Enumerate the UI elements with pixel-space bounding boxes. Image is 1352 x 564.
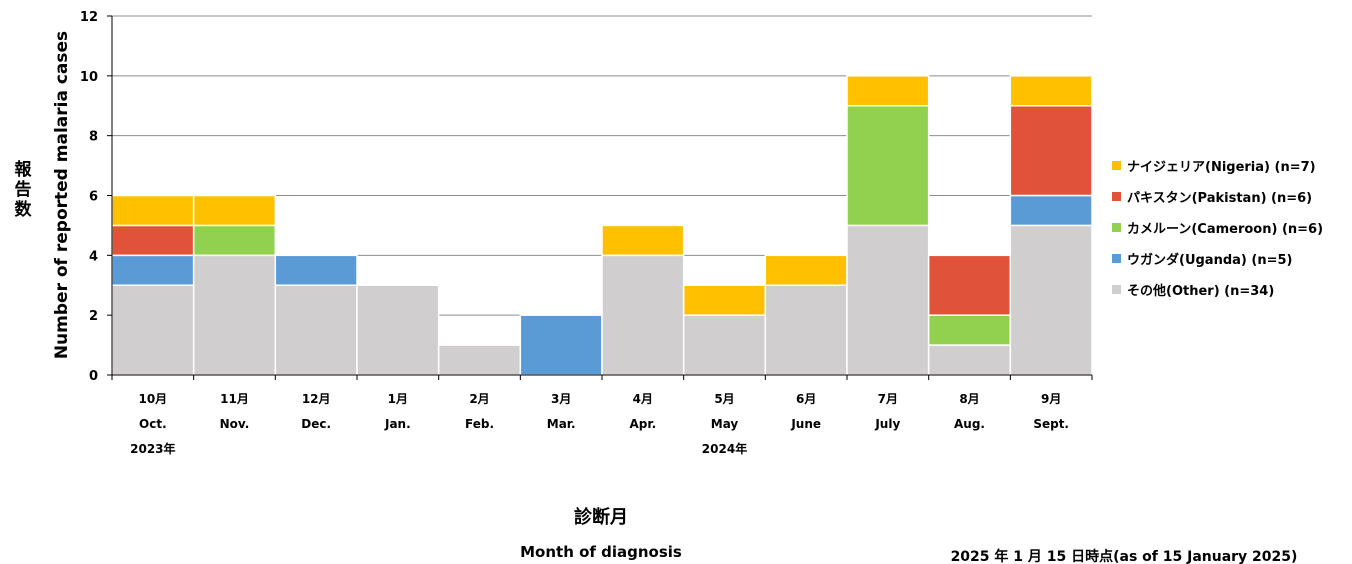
y-axis-label-jp-char: 報 bbox=[15, 159, 33, 180]
y-axis-label: Number of reported malaria cases bbox=[52, 31, 72, 359]
y-axis-label-jp-char: 数 bbox=[15, 199, 33, 220]
bar-segment bbox=[1009, 105, 1093, 197]
x-month-label-en: Feb. bbox=[465, 417, 494, 431]
x-axis-label-jp: 診断月 bbox=[574, 506, 628, 528]
bar-segment bbox=[356, 284, 440, 376]
bar-segment bbox=[846, 224, 930, 376]
bar-segment bbox=[927, 254, 1012, 316]
x-month-label-jp: 5月 bbox=[714, 392, 734, 406]
x-month-label-en: May bbox=[711, 417, 739, 431]
bar-segment bbox=[846, 105, 930, 227]
bars-group bbox=[111, 75, 1093, 376]
x-month-label-en: Nov. bbox=[220, 417, 250, 431]
bar-segment bbox=[111, 254, 195, 286]
axes-group bbox=[107, 15, 1093, 380]
y-tick-labels: 0 2 4 6 8 10 12 bbox=[80, 10, 98, 384]
x-month-label-en: Dec. bbox=[301, 417, 331, 431]
legend-swatch bbox=[1112, 223, 1121, 232]
bar-segment bbox=[682, 314, 767, 376]
bar-segment bbox=[274, 284, 358, 376]
legend-label: ウガンダ(Uganda) (n=5) bbox=[1127, 252, 1292, 268]
x-year-label: 2024年 bbox=[702, 441, 747, 456]
bar-segment bbox=[1009, 224, 1093, 376]
x-month-label-en: July bbox=[874, 417, 900, 431]
y-tick-label: 0 bbox=[89, 369, 98, 384]
legend-swatch bbox=[1112, 254, 1121, 263]
x-month-label-jp: 8月 bbox=[959, 392, 979, 406]
x-month-label-jp: 1月 bbox=[388, 392, 408, 406]
bar-segment bbox=[437, 344, 522, 376]
bar-segment bbox=[927, 344, 1012, 376]
x-month-label-jp: 12月 bbox=[302, 392, 331, 406]
y-tick-label: 4 bbox=[89, 249, 98, 264]
y-axis-label-jp: 報告数 bbox=[15, 159, 33, 220]
as-of-date-note: 2025 年 1 月 15 日時点(as of 15 January 2025) bbox=[951, 548, 1298, 564]
x-month-label-jp: 3月 bbox=[551, 392, 571, 406]
x-month-label-jp: 10月 bbox=[138, 392, 167, 406]
bar-segment bbox=[927, 314, 1012, 346]
legend-label: その他(Other) (n=34) bbox=[1127, 283, 1274, 299]
bar-segment bbox=[601, 254, 685, 376]
x-month-label-jp: 7月 bbox=[878, 392, 898, 406]
bar-segment bbox=[764, 254, 848, 286]
x-month-label-en: Sept. bbox=[1033, 417, 1069, 431]
bar-segment bbox=[764, 284, 848, 376]
x-month-label-en: Mar. bbox=[547, 417, 576, 431]
x-month-label-en: Jan. bbox=[384, 417, 411, 431]
x-month-label-jp: 6月 bbox=[796, 392, 816, 406]
x-category-labels: 10月 Oct. 2023年 11月 Nov. 12月 Dec. 1月 Jan. 2月 Feb. 3月… bbox=[130, 392, 1069, 456]
bar-segment bbox=[274, 254, 358, 286]
bar-segment bbox=[846, 75, 930, 107]
bar-segment bbox=[1009, 75, 1093, 107]
legend-swatch bbox=[1112, 161, 1121, 170]
x-month-label-en: Aug. bbox=[954, 417, 985, 431]
x-month-label-en: Oct. bbox=[139, 417, 167, 431]
legend-label: カメルーン(Cameroon) (n=6) bbox=[1127, 222, 1323, 237]
x-month-label-en: Apr. bbox=[630, 417, 657, 431]
x-month-label-jp: 2月 bbox=[469, 392, 489, 406]
x-month-label-en: June bbox=[790, 417, 821, 431]
bar-segment bbox=[192, 224, 277, 257]
legend: ナイジェリア(Nigeria) (n=7) パキスタン(Pakistan) (n=… bbox=[1112, 160, 1323, 299]
bar-segment bbox=[519, 314, 603, 376]
bar-segment bbox=[111, 284, 195, 376]
bar-segment bbox=[192, 254, 277, 376]
bar-segment bbox=[111, 194, 195, 227]
y-tick-label: 6 bbox=[89, 190, 98, 205]
legend-swatch bbox=[1112, 285, 1121, 294]
x-month-label-jp: 9月 bbox=[1041, 392, 1061, 406]
y-tick-label: 8 bbox=[89, 130, 98, 145]
y-tick-label: 12 bbox=[80, 10, 98, 25]
y-tick-label: 10 bbox=[80, 70, 98, 85]
x-month-label-jp: 4月 bbox=[633, 392, 653, 406]
bar-segment bbox=[192, 194, 277, 227]
x-month-label-jp: 11月 bbox=[220, 392, 249, 406]
bar-segment bbox=[111, 224, 195, 257]
legend-swatch bbox=[1112, 192, 1121, 201]
y-tick-label: 2 bbox=[89, 309, 98, 324]
bar-segment bbox=[601, 224, 685, 257]
legend-label: パキスタン(Pakistan) (n=6) bbox=[1127, 191, 1312, 206]
bar-segment bbox=[1009, 194, 1093, 227]
legend-label: ナイジェリア(Nigeria) (n=7) bbox=[1127, 160, 1316, 175]
bar-segment bbox=[682, 284, 767, 316]
x-year-label: 2023年 bbox=[130, 441, 175, 456]
x-axis-label: Month of diagnosis bbox=[520, 543, 682, 561]
y-axis-label-jp-char: 告 bbox=[15, 179, 32, 200]
